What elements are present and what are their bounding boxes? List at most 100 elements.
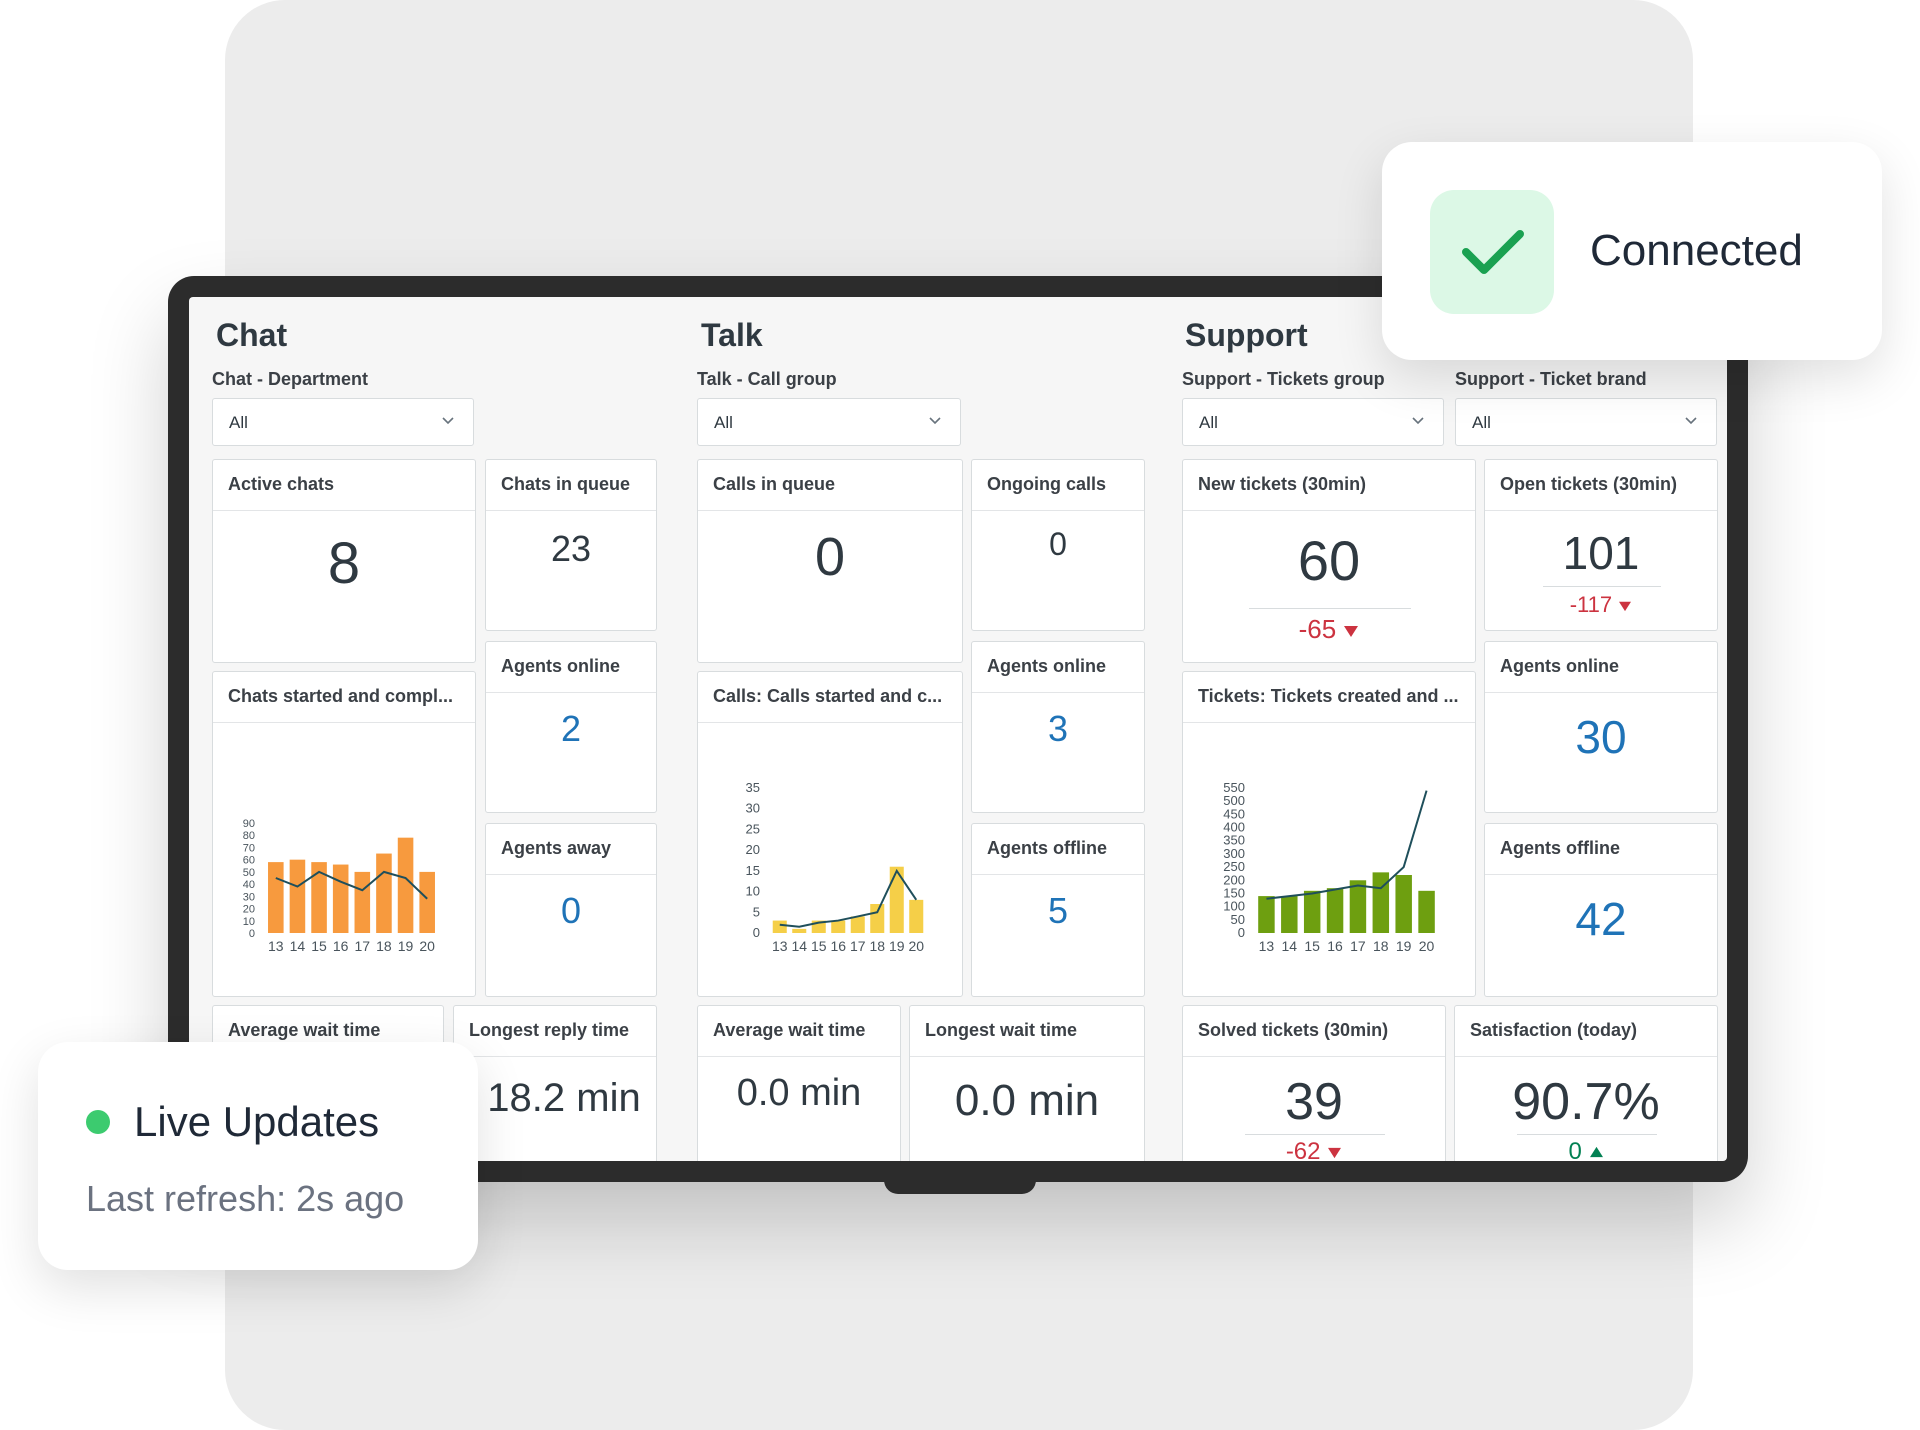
divider [213, 510, 475, 511]
y-tick-label: 35 [746, 780, 760, 795]
talk-section-title: Talk [701, 317, 763, 353]
bar [1258, 896, 1275, 933]
check-badge [1430, 190, 1554, 314]
bar [772, 920, 787, 933]
x-tick-label: 20 [908, 938, 924, 954]
y-tick-label: 10 [746, 884, 760, 899]
talk-agents-offline-panel[interactable]: Agents offline 5 [971, 823, 1145, 997]
panel-title: Ongoing calls [987, 474, 1107, 494]
chat-department-select[interactable]: All [212, 398, 474, 446]
panel-title: Tickets: Tickets created and ... [1198, 686, 1459, 706]
support-agents-online-value: 30 [1575, 711, 1627, 763]
chat-longest-reply-value: 18.2 min [487, 1076, 641, 1120]
monitor-frame: Chat Chat - Department All Active chats … [168, 276, 1748, 1182]
y-tick-label: 400 [1223, 820, 1245, 835]
bar [1372, 872, 1390, 933]
x-tick-label: 13 [1259, 938, 1275, 954]
x-tick-label: 13 [772, 938, 788, 954]
chat-section-title: Chat [216, 317, 288, 353]
tickets-group-select[interactable]: All [1182, 398, 1444, 446]
chevron-down-icon [442, 417, 454, 425]
x-tick-label: 18 [1373, 938, 1389, 954]
chevron-down-icon [1685, 417, 1697, 425]
y-tick-label: 60 [243, 855, 255, 867]
y-tick-label: 550 [1223, 780, 1245, 795]
new-tickets-panel[interactable]: New tickets (30min) 60 -65 [1182, 459, 1476, 663]
chats-in-queue-panel[interactable]: Chats in queue 23 [485, 459, 657, 631]
x-tick-label: 20 [1419, 938, 1435, 954]
support-agents-offline-panel[interactable]: Agents offline 42 [1484, 823, 1718, 997]
ticket-brand-value: All [1472, 413, 1491, 432]
calls-in-queue-panel[interactable]: Calls in queue 0 [697, 459, 963, 663]
y-tick-label: 5 [753, 904, 760, 919]
talk-average-wait-value: 0.0 min [736, 1072, 862, 1114]
open-tickets-delta: -117 [1485, 592, 1717, 618]
tickets-group-label: Support - Tickets group [1182, 369, 1385, 389]
support-agents-offline-value: 42 [1575, 893, 1627, 945]
new-tickets-value: 60 [1297, 529, 1361, 592]
divider [972, 510, 1144, 511]
y-tick-label: 0 [1238, 925, 1245, 940]
talk-call-group-select[interactable]: All [697, 398, 961, 446]
x-tick-label: 15 [311, 938, 327, 954]
talk-agents-online-panel[interactable]: Agents online 3 [971, 641, 1145, 813]
support-chart-panel[interactable]: Tickets: Tickets created and ... 0 50 100 1… [1182, 671, 1476, 997]
panel-title: Agents offline [987, 838, 1107, 858]
x-tick-label: 19 [889, 938, 905, 954]
chat-agents-away-value: 0 [560, 890, 582, 931]
panel-title: Open tickets (30min) [1500, 474, 1678, 494]
talk-longest-wait-panel[interactable]: Longest wait time 0.0 min [909, 1005, 1145, 1161]
chat-agents-away-panel[interactable]: Agents away 0 [485, 823, 657, 997]
chat-agents-online-panel[interactable]: Agents online 2 [485, 641, 657, 813]
y-tick-label: 10 [243, 916, 255, 928]
bar [311, 862, 327, 933]
ticket-brand-select[interactable]: All [1455, 398, 1717, 446]
x-tick-label: 13 [268, 938, 284, 954]
chat-chart-panel[interactable]: Chats started and compl... 0 10 20 30 40 50 60… [212, 671, 476, 997]
dashboard-screen: Chat Chat - Department All Active chats … [189, 297, 1727, 1161]
panel-title: Chats in queue [501, 474, 631, 494]
triangle-down-icon [1344, 626, 1359, 637]
x-tick-label: 17 [1350, 938, 1366, 954]
panel-title: Solved tickets (30min) [1198, 1020, 1389, 1040]
divider [1183, 510, 1475, 511]
open-tickets-panel[interactable]: Open tickets (30min) 101 -117 [1484, 459, 1718, 631]
y-tick-label: 100 [1223, 899, 1245, 914]
satisfaction-panel[interactable]: Satisfaction (today) 90.7% 0 [1454, 1005, 1718, 1161]
panel-title: New tickets (30min) [1198, 474, 1367, 494]
x-tick-label: 17 [850, 938, 866, 954]
bar [1395, 875, 1412, 933]
x-tick-label: 17 [355, 938, 371, 954]
chat-longest-reply-panel[interactable]: Longest reply time 18.2 min [453, 1005, 657, 1161]
bar [1326, 888, 1344, 933]
solved-tickets-panel[interactable]: Solved tickets (30min) 39 -62 [1182, 1005, 1446, 1161]
talk-average-wait-panel[interactable]: Average wait time 0.0 min [697, 1005, 901, 1161]
panel-title: Longest reply time [469, 1020, 630, 1040]
support-agents-online-panel[interactable]: Agents online 30 [1484, 641, 1718, 813]
x-tick-label: 20 [419, 938, 435, 954]
y-tick-label: 250 [1223, 859, 1245, 874]
y-tick-label: 50 [243, 867, 255, 879]
panel-title: Average wait time [713, 1020, 866, 1040]
panel-title: Agents online [987, 656, 1107, 676]
bar [354, 871, 371, 933]
y-tick-label: 150 [1223, 885, 1245, 900]
bar [332, 864, 349, 933]
divider [1249, 608, 1411, 609]
y-tick-label: 0 [249, 928, 255, 940]
panel-title: Calls in queue [713, 474, 836, 494]
live-updates-title: Live Updates [134, 1098, 380, 1145]
bar [831, 920, 846, 933]
bar [289, 859, 306, 933]
y-tick-label: 350 [1223, 833, 1245, 848]
y-tick-label: 50 [1231, 912, 1245, 927]
x-tick-label: 18 [376, 938, 392, 954]
bar [376, 853, 392, 933]
y-tick-label: 300 [1223, 846, 1245, 861]
divider [972, 692, 1144, 693]
ongoing-calls-panel[interactable]: Ongoing calls 0 [971, 459, 1145, 631]
divider [698, 722, 962, 723]
active-chats-panel[interactable]: Active chats 8 [212, 459, 476, 663]
talk-chart-panel[interactable]: Calls: Calls started and c... 0 5 10 15 20 25… [697, 671, 963, 997]
